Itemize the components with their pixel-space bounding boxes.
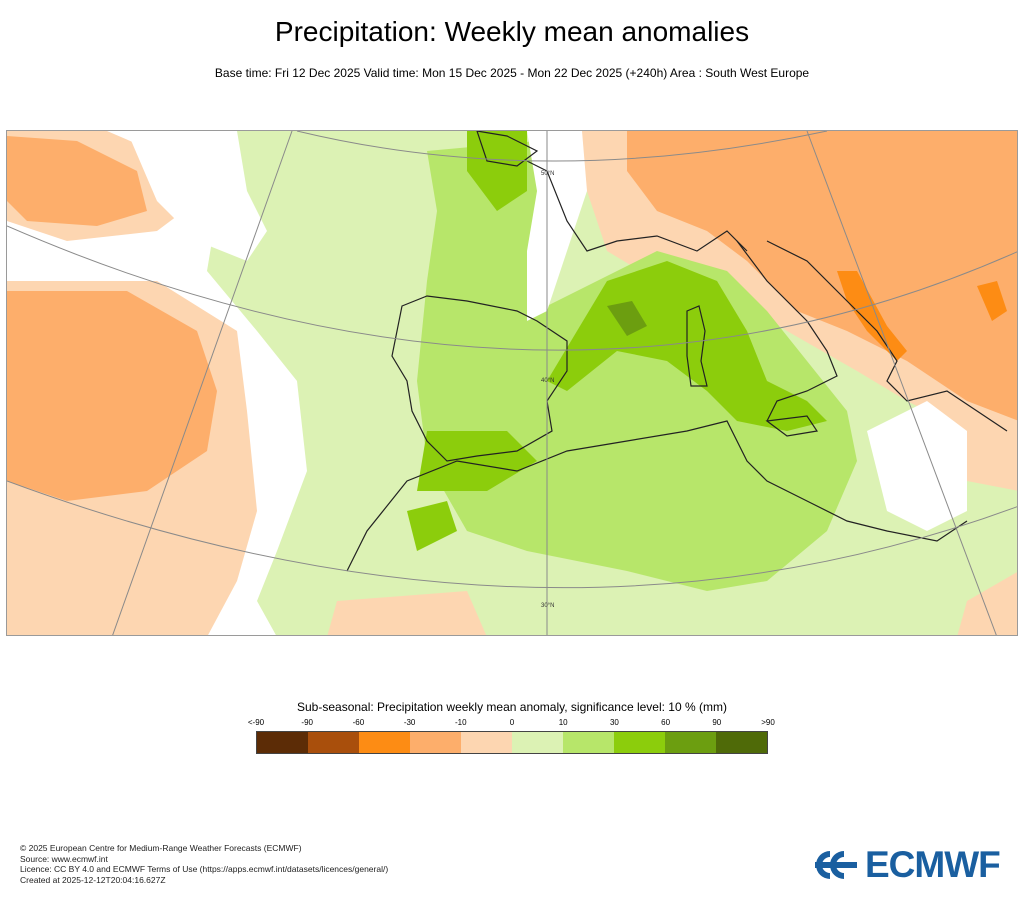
footer-licence: Licence: CC BY 4.0 and ECMWF Terms of Us… xyxy=(20,864,389,874)
anomaly-field-none-west xyxy=(127,131,267,261)
anomaly-field-neg1-south xyxy=(327,591,487,635)
meridian-west xyxy=(112,131,293,635)
coast-iberia xyxy=(391,295,568,462)
footer-copyright: © 2025 European Centre for Medium-Range … xyxy=(20,843,302,853)
anomaly-field-neg2-northwest xyxy=(7,136,147,226)
coastlines xyxy=(346,131,1008,572)
legend-tick-label: 10 xyxy=(558,718,568,727)
anomaly-field-neg3-balkans xyxy=(837,271,907,361)
legend-tick-label: 90 xyxy=(712,718,722,727)
footer-source: Source: www.ecmwf.int xyxy=(20,853,108,864)
legend-tick-label: 0 xyxy=(509,718,515,727)
legend-tick-label: -90 xyxy=(301,718,313,727)
chart-title: Precipitation: Weekly mean anomalies xyxy=(274,16,750,47)
lat-label-40n: 40°N xyxy=(541,378,554,384)
coast-italy xyxy=(736,240,838,422)
anomaly-field-pos3-spot xyxy=(407,501,457,551)
chart-subtitle: Base time: Fri 12 Dec 2025 Valid time: M… xyxy=(214,66,810,80)
anomaly-field-neg2-atlantic xyxy=(7,291,217,501)
legend-tick-label: -60 xyxy=(352,718,365,727)
coast-africa xyxy=(346,420,968,572)
legend-swatch xyxy=(308,732,359,753)
legend-swatch xyxy=(614,732,665,753)
legend-swatch xyxy=(716,732,767,753)
legend-colorbar xyxy=(256,731,768,754)
graticule xyxy=(7,131,1017,635)
parallel-50n xyxy=(296,131,828,162)
legend-tick-label: 30 xyxy=(609,718,619,727)
legend-tick-label: -10 xyxy=(455,718,467,727)
legend-ticks: <-90 -90 -60 -30 -10 0 10 30 60 90 >90 xyxy=(248,718,775,730)
coast-sicily xyxy=(765,415,819,437)
legend-swatch xyxy=(410,732,461,753)
coast-france xyxy=(526,160,748,252)
coast-uk xyxy=(476,131,539,167)
footer-created: Created at 2025-12-12T20:04:16.627Z xyxy=(20,874,166,885)
parallel-30n xyxy=(7,480,1017,589)
anomaly-field-pos3-algeria xyxy=(417,431,537,491)
legend-tick-label: -30 xyxy=(403,718,416,727)
lat-label-50n: 50°N xyxy=(541,171,554,177)
coast-balkans xyxy=(766,240,1008,432)
legend-tick-label: >90 xyxy=(761,718,775,727)
anomaly-field-pos4-sardinia xyxy=(607,301,647,336)
anomaly-field-none-eastmed xyxy=(867,401,967,531)
footer: © 2025 European Centre for Medium-Range … xyxy=(20,843,388,885)
legend-swatch xyxy=(359,732,410,753)
anomaly-map: 50°N 40°N 30°N xyxy=(6,130,1018,636)
legend-swatch xyxy=(665,732,716,753)
lat-label-30n: 30°N xyxy=(541,603,554,609)
ecmwf-logo-text: ECMWF xyxy=(865,844,1001,885)
anomaly-field-neg1-southeast xyxy=(957,572,1017,635)
anomaly-field-neg3-greece xyxy=(977,281,1007,321)
legend-title: Sub-seasonal: Precipitation weekly mean … xyxy=(297,700,727,714)
legend-tick-label: <-90 xyxy=(247,718,265,727)
meridian-east xyxy=(806,131,997,635)
legend-swatch xyxy=(257,732,308,753)
legend-swatch xyxy=(563,732,614,753)
ecmwf-logo: ECMWF xyxy=(813,844,1008,885)
map-canvas: 50°N 40°N 30°N xyxy=(7,131,1017,635)
coast-corsica-sardinia xyxy=(686,305,708,387)
anomaly-field-pos3-north xyxy=(467,131,527,211)
ecmwf-logo-icon xyxy=(815,851,857,879)
parallel-40n xyxy=(7,225,1017,351)
legend-swatch xyxy=(461,732,512,753)
legend-tick-label: 60 xyxy=(661,718,671,727)
anomaly-field-none-biscay xyxy=(527,131,587,321)
legend-swatch xyxy=(512,732,563,753)
